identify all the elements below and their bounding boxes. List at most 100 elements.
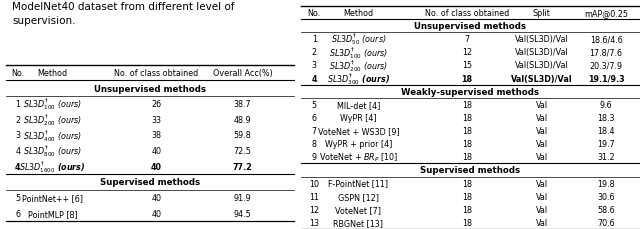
Text: 5: 5 (15, 193, 20, 202)
Text: 94.5: 94.5 (234, 209, 252, 218)
Text: 18: 18 (462, 126, 472, 136)
Text: Val(SL3D)/Val: Val(SL3D)/Val (511, 74, 572, 83)
Text: $SL3D^{\dagger}_{100}$ (ours): $SL3D^{\dagger}_{100}$ (ours) (23, 96, 82, 112)
Text: 18: 18 (462, 192, 472, 201)
Text: Val: Val (536, 179, 548, 188)
Text: 9: 9 (312, 153, 317, 162)
Text: F-PointNet [11]: F-PointNet [11] (328, 179, 388, 188)
Text: Val: Val (536, 113, 548, 123)
Text: No.: No. (308, 9, 321, 18)
Text: Val: Val (536, 140, 548, 149)
Text: Val: Val (536, 100, 548, 109)
Text: WyPR + prior [4]: WyPR + prior [4] (324, 140, 392, 149)
Text: 18: 18 (462, 153, 472, 162)
Text: 33: 33 (151, 115, 161, 124)
Text: 15: 15 (462, 61, 472, 70)
Text: Supervised methods: Supervised methods (420, 166, 520, 175)
Text: 11: 11 (309, 192, 319, 201)
Text: $SL3D^{\dagger}_{1600}$ (ours): $SL3D^{\dagger}_{1600}$ (ours) (19, 159, 86, 174)
Text: 6: 6 (312, 113, 317, 123)
Text: ModelNet40 dataset from different level of
supervision.: ModelNet40 dataset from different level … (12, 2, 235, 26)
Text: Weakly-supervised methods: Weakly-supervised methods (401, 87, 540, 96)
Text: Unsupervised methods: Unsupervised methods (415, 22, 526, 31)
Text: 40: 40 (151, 146, 161, 155)
Text: 3: 3 (15, 131, 20, 140)
Text: 19.1/9.3: 19.1/9.3 (588, 74, 625, 83)
Text: mAP@0.25: mAP@0.25 (584, 9, 628, 18)
Text: 5: 5 (312, 100, 317, 109)
Text: $SL3D^{\dagger}_{300}$ (ours): $SL3D^{\dagger}_{300}$ (ours) (327, 71, 390, 87)
Text: Val: Val (536, 192, 548, 201)
Text: 40: 40 (150, 162, 162, 171)
Text: 4: 4 (15, 162, 20, 171)
Text: 1: 1 (312, 35, 317, 44)
Text: 58.6: 58.6 (597, 205, 615, 214)
Text: 30.6: 30.6 (597, 192, 615, 201)
Text: Method: Method (344, 9, 374, 18)
Text: Val(SL3D)/Val: Val(SL3D)/Val (515, 61, 568, 70)
Text: 48.9: 48.9 (234, 115, 252, 124)
Text: 18: 18 (462, 205, 472, 214)
Text: 59.8: 59.8 (234, 131, 252, 140)
Text: $SL3D^{\dagger}_{200}$ (ours): $SL3D^{\dagger}_{200}$ (ours) (329, 58, 388, 73)
Text: 12: 12 (309, 205, 319, 214)
Text: 12: 12 (462, 48, 472, 57)
Text: 18.4: 18.4 (597, 126, 615, 136)
Text: 18: 18 (462, 140, 472, 149)
Text: 18.3: 18.3 (597, 113, 615, 123)
Text: 40: 40 (151, 193, 161, 202)
Text: 8: 8 (312, 140, 317, 149)
Text: 13: 13 (309, 218, 319, 227)
Text: 2: 2 (15, 115, 20, 124)
Text: 38: 38 (151, 131, 161, 140)
Text: No.: No. (12, 68, 24, 78)
Text: VoteNet + $BR_P$ [10]: VoteNet + $BR_P$ [10] (319, 151, 398, 163)
Text: 40: 40 (151, 209, 161, 218)
Text: 19.8: 19.8 (597, 179, 615, 188)
Text: Overall Acc(%): Overall Acc(%) (212, 68, 273, 78)
Text: VoteNet [7]: VoteNet [7] (335, 205, 381, 214)
Text: 19.7: 19.7 (597, 140, 615, 149)
Text: Val: Val (536, 126, 548, 136)
Text: 4: 4 (312, 74, 317, 83)
Text: 1: 1 (15, 100, 20, 109)
Text: 18: 18 (461, 74, 472, 83)
Text: 91.9: 91.9 (234, 193, 252, 202)
Text: 26: 26 (151, 100, 161, 109)
Text: WyPR [4]: WyPR [4] (340, 113, 377, 123)
Text: 7: 7 (312, 126, 317, 136)
Text: 18.6/4.6: 18.6/4.6 (589, 35, 623, 44)
Text: 38.7: 38.7 (234, 100, 252, 109)
Text: PointNet++ [6]: PointNet++ [6] (22, 193, 83, 202)
Text: VoteNet + WS3D [9]: VoteNet + WS3D [9] (317, 126, 399, 136)
Text: 18: 18 (462, 179, 472, 188)
Text: 3: 3 (312, 61, 317, 70)
Text: 4: 4 (15, 146, 20, 155)
Text: $SL3D^{\dagger}_{50}$ (ours): $SL3D^{\dagger}_{50}$ (ours) (331, 32, 387, 47)
Text: Split: Split (532, 9, 550, 18)
Text: Unsupervised methods: Unsupervised methods (95, 84, 207, 93)
Text: No. of class obtained: No. of class obtained (114, 68, 198, 78)
Text: 31.2: 31.2 (597, 153, 615, 162)
Text: 72.5: 72.5 (234, 146, 252, 155)
Text: 18: 18 (462, 100, 472, 109)
Text: Val: Val (536, 205, 548, 214)
Text: $SL3D^{\dagger}_{400}$ (ours): $SL3D^{\dagger}_{400}$ (ours) (23, 128, 82, 143)
Text: Supervised methods: Supervised methods (100, 177, 200, 187)
Text: RBGNet [13]: RBGNet [13] (333, 218, 383, 227)
Text: 2: 2 (312, 48, 317, 57)
Text: $SL3D^{\dagger}_{200}$ (ours): $SL3D^{\dagger}_{200}$ (ours) (23, 112, 82, 128)
Text: Method: Method (37, 68, 68, 78)
Text: MIL-det [4]: MIL-det [4] (337, 100, 380, 109)
Text: GSPN [12]: GSPN [12] (338, 192, 379, 201)
Text: 17.8/7.6: 17.8/7.6 (589, 48, 623, 57)
Text: 77.2: 77.2 (233, 162, 252, 171)
Text: $SL3D^{\dagger}_{100}$ (ours): $SL3D^{\dagger}_{100}$ (ours) (329, 45, 388, 60)
Text: 10: 10 (309, 179, 319, 188)
Text: 9.6: 9.6 (600, 100, 612, 109)
Text: 7: 7 (465, 35, 470, 44)
Text: 6: 6 (15, 209, 20, 218)
Text: 18: 18 (462, 113, 472, 123)
Text: 20.3/7.9: 20.3/7.9 (589, 61, 623, 70)
Text: PointMLP [8]: PointMLP [8] (28, 209, 77, 218)
